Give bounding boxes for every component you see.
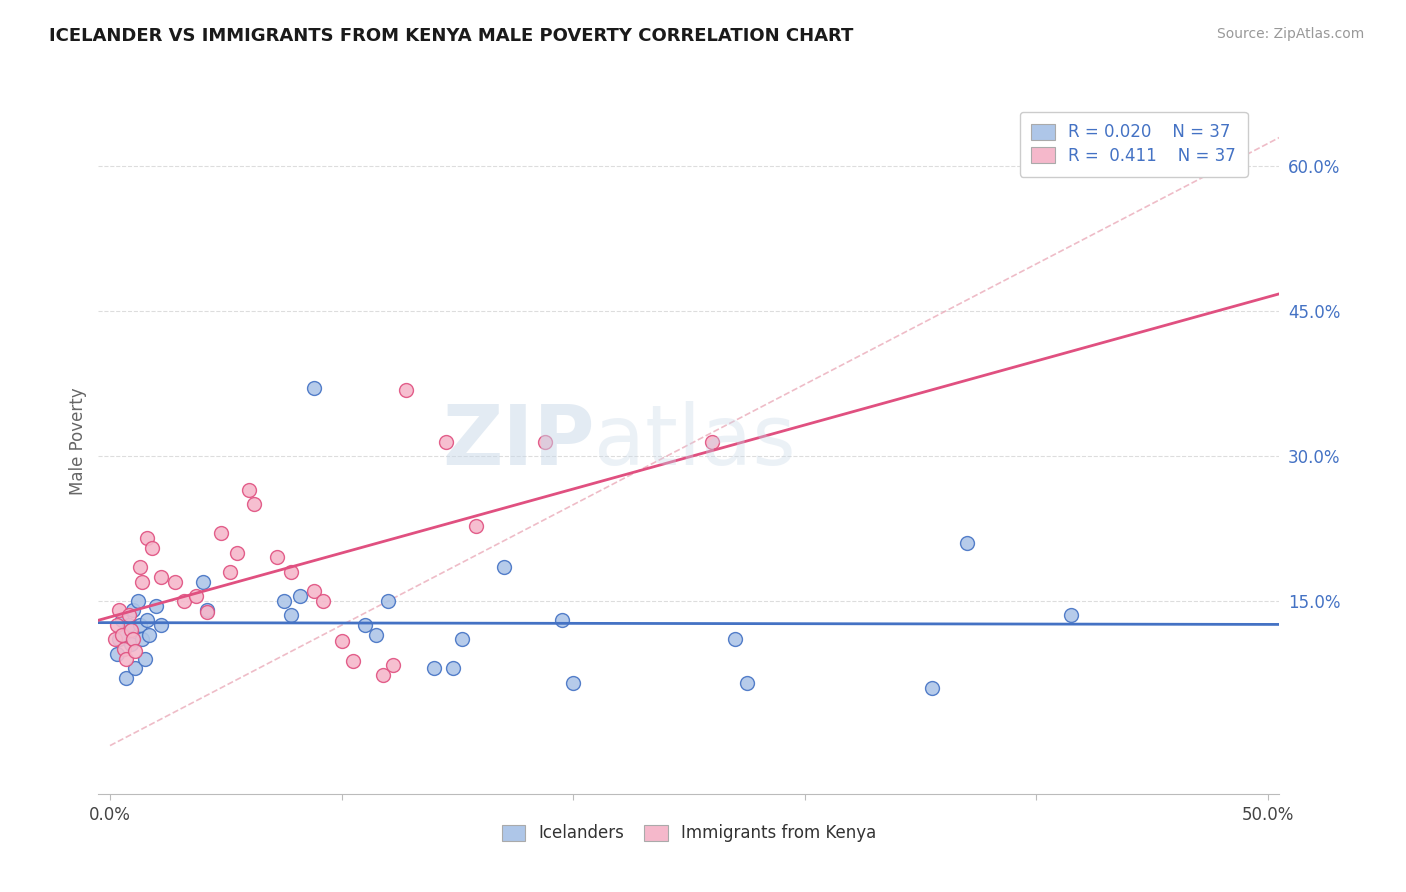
- Point: [149, 618, 172, 632]
- Text: ICELANDER VS IMMIGRANTS FROM KENYA MALE POVERTY CORRELATION CHART: ICELANDER VS IMMIGRANTS FROM KENYA MALE …: [49, 27, 853, 45]
- Legend: Icelanders, Immigrants from Kenya: Icelanders, Immigrants from Kenya: [495, 818, 883, 849]
- Point: [117, 618, 139, 632]
- Point: [377, 594, 399, 608]
- Point: [124, 661, 146, 675]
- Point: [302, 381, 325, 395]
- Point: [110, 627, 132, 641]
- Text: Source: ZipAtlas.com: Source: ZipAtlas.com: [1216, 27, 1364, 41]
- Point: [129, 560, 152, 574]
- Point: [381, 658, 404, 673]
- Point: [921, 681, 943, 695]
- Point: [280, 565, 302, 579]
- Point: [550, 613, 572, 627]
- Point: [131, 632, 153, 647]
- Point: [115, 671, 138, 685]
- Point: [136, 613, 159, 627]
- Point: [395, 384, 418, 398]
- Point: [423, 661, 446, 675]
- Point: [266, 550, 288, 565]
- Point: [434, 434, 457, 449]
- Point: [302, 584, 325, 599]
- Point: [108, 632, 131, 647]
- Point: [112, 642, 135, 657]
- Point: [238, 483, 260, 497]
- Point: [191, 574, 214, 589]
- Point: [184, 589, 207, 603]
- Point: [104, 632, 127, 647]
- Point: [366, 627, 388, 641]
- Point: [451, 632, 474, 647]
- Point: [136, 531, 159, 545]
- Point: [138, 627, 160, 641]
- Point: [373, 668, 395, 682]
- Point: [173, 594, 195, 608]
- Point: [209, 526, 232, 541]
- Point: [117, 608, 139, 623]
- Point: [127, 594, 149, 608]
- Point: [273, 594, 295, 608]
- Point: [195, 606, 218, 620]
- Text: ZIP: ZIP: [441, 401, 595, 482]
- Point: [149, 570, 172, 584]
- Point: [122, 603, 145, 617]
- Point: [464, 518, 486, 533]
- Y-axis label: Male Poverty: Male Poverty: [69, 388, 87, 495]
- Point: [108, 603, 131, 617]
- Point: [956, 536, 979, 550]
- Point: [700, 434, 723, 449]
- Point: [226, 545, 249, 559]
- Point: [288, 589, 311, 603]
- Point: [112, 627, 135, 641]
- Point: [330, 634, 353, 648]
- Point: [141, 541, 163, 555]
- Point: [353, 618, 375, 632]
- Point: [115, 651, 138, 665]
- Point: [342, 654, 364, 668]
- Point: [145, 599, 167, 613]
- Point: [219, 565, 242, 579]
- Point: [105, 618, 128, 632]
- Point: [441, 661, 464, 675]
- Point: [242, 497, 264, 511]
- Point: [134, 651, 156, 665]
- Point: [120, 623, 142, 637]
- Point: [312, 594, 335, 608]
- Point: [105, 647, 128, 661]
- Point: [562, 676, 585, 690]
- Point: [724, 632, 747, 647]
- Point: [122, 632, 145, 647]
- Point: [280, 608, 302, 623]
- Point: [120, 637, 142, 651]
- Point: [735, 676, 758, 690]
- Point: [124, 644, 146, 658]
- Point: [492, 560, 515, 574]
- Point: [131, 574, 153, 589]
- Text: atlas: atlas: [595, 401, 796, 482]
- Point: [534, 434, 557, 449]
- Point: [1060, 608, 1083, 623]
- Point: [129, 618, 152, 632]
- Point: [195, 603, 218, 617]
- Point: [110, 613, 132, 627]
- Point: [163, 574, 186, 589]
